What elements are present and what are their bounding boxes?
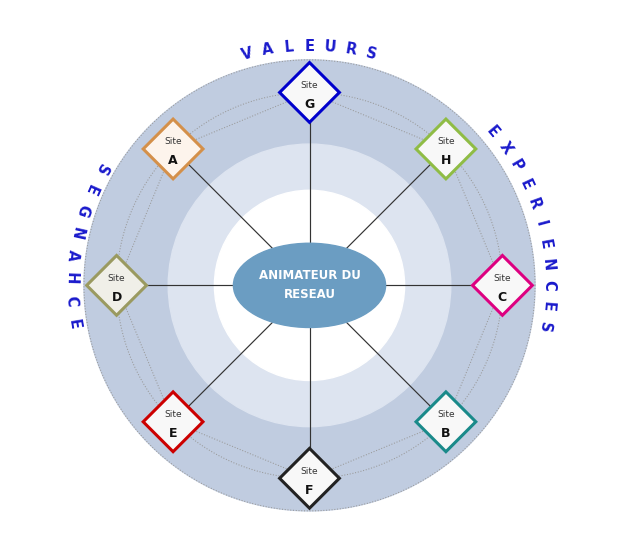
Text: Site: Site — [301, 467, 318, 476]
Text: E: E — [517, 177, 535, 192]
Text: P: P — [508, 158, 526, 174]
Text: G: G — [74, 203, 92, 219]
Text: E: E — [483, 123, 501, 141]
Polygon shape — [416, 119, 476, 179]
Text: S: S — [365, 46, 378, 63]
Text: C: C — [541, 280, 556, 291]
Text: V: V — [240, 46, 255, 63]
Text: E: E — [82, 182, 100, 197]
Text: A: A — [168, 154, 178, 167]
Circle shape — [168, 144, 451, 427]
Text: R: R — [344, 42, 358, 58]
Text: E: E — [537, 238, 553, 250]
Text: S: S — [537, 321, 553, 333]
Circle shape — [84, 60, 535, 511]
Ellipse shape — [233, 243, 386, 328]
Text: Site: Site — [493, 274, 511, 283]
Text: Site: Site — [164, 137, 182, 147]
Text: A: A — [261, 42, 275, 58]
Text: H: H — [63, 272, 78, 284]
Text: ANIMATEUR DU
RESEAU: ANIMATEUR DU RESEAU — [259, 270, 360, 301]
Text: Site: Site — [301, 81, 318, 90]
Text: C: C — [498, 291, 507, 304]
Text: F: F — [305, 484, 314, 497]
Text: Site: Site — [164, 410, 182, 419]
Text: E: E — [65, 318, 82, 330]
Text: Site: Site — [437, 137, 455, 147]
Text: I: I — [532, 219, 548, 228]
Text: X: X — [496, 139, 515, 157]
Text: U: U — [324, 39, 337, 55]
Polygon shape — [280, 63, 339, 122]
Polygon shape — [143, 392, 203, 452]
Polygon shape — [280, 449, 339, 508]
Text: N: N — [540, 257, 556, 271]
Text: H: H — [441, 154, 451, 167]
Text: Site: Site — [108, 274, 126, 283]
Text: Site: Site — [437, 410, 455, 419]
Polygon shape — [472, 255, 532, 315]
Polygon shape — [143, 119, 203, 179]
Text: E: E — [169, 427, 177, 440]
Text: D: D — [111, 291, 122, 304]
Text: N: N — [67, 225, 85, 240]
Text: E: E — [540, 300, 556, 312]
Text: E: E — [305, 39, 314, 54]
Polygon shape — [87, 255, 147, 315]
Text: C: C — [63, 295, 79, 307]
Text: R: R — [526, 196, 543, 211]
Polygon shape — [416, 392, 476, 452]
Text: A: A — [64, 249, 80, 262]
Text: S: S — [92, 160, 110, 177]
Text: L: L — [284, 40, 294, 55]
Circle shape — [214, 191, 405, 380]
Text: B: B — [441, 427, 451, 440]
Text: G: G — [305, 98, 314, 111]
